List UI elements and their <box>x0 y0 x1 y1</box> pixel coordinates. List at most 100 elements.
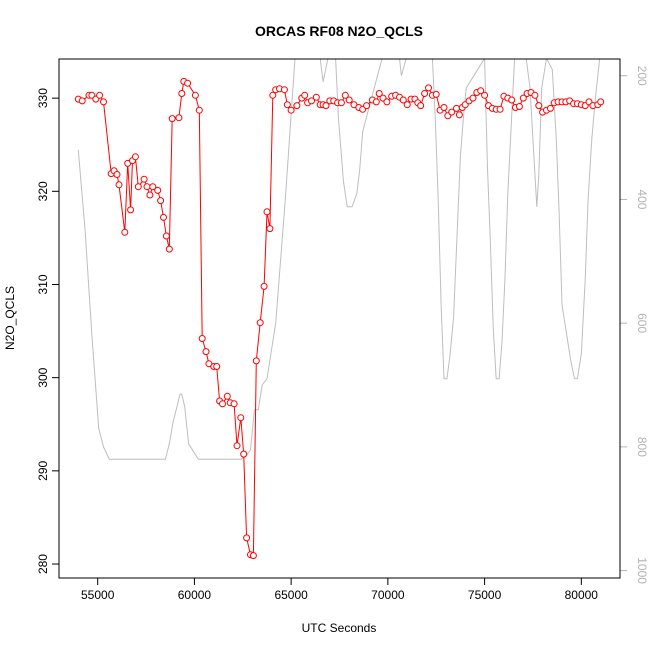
data-point <box>280 86 288 94</box>
data-point <box>283 101 291 109</box>
y2-tick-label: 800 <box>635 437 649 457</box>
data-point <box>178 90 186 97</box>
data-point <box>121 228 129 236</box>
primary-series-layer <box>74 77 605 560</box>
data-point <box>399 96 407 104</box>
data-point <box>266 225 274 233</box>
data-point <box>417 102 425 110</box>
data-point <box>240 450 248 458</box>
data-point <box>157 197 165 205</box>
data-point <box>223 392 231 400</box>
data-point <box>546 104 554 112</box>
data-point <box>100 98 107 106</box>
data-point <box>535 102 543 110</box>
data-point <box>287 106 295 114</box>
x-tick-label: 70000 <box>371 588 405 602</box>
y-tick-label: 290 <box>36 461 50 481</box>
data-point <box>146 191 154 199</box>
data-point <box>469 94 477 102</box>
x-tick-label: 75000 <box>468 588 502 602</box>
data-point <box>168 115 176 123</box>
data-point <box>597 98 605 106</box>
data-point <box>269 91 277 99</box>
data-point <box>341 91 349 99</box>
data-point <box>383 98 391 106</box>
data-point <box>219 400 226 408</box>
data-point <box>312 93 320 101</box>
y-tick-label: 300 <box>36 367 50 387</box>
data-point <box>113 171 121 178</box>
data-point <box>496 105 504 113</box>
y2-tick-label: 200 <box>635 66 649 86</box>
data-point <box>249 552 257 560</box>
data-point <box>230 400 238 408</box>
data-point <box>455 111 463 119</box>
data-point <box>78 97 86 105</box>
y2-tick-label: 1000 <box>635 557 649 584</box>
data-point <box>198 335 206 342</box>
data-point <box>252 357 260 365</box>
data-point <box>154 186 162 194</box>
y-tick-label: 330 <box>36 88 50 108</box>
x-tick-label: 55000 <box>81 588 115 602</box>
data-point <box>301 91 309 99</box>
data-point <box>260 282 268 290</box>
data-point <box>263 208 271 216</box>
y-axis-label: N2O_QCLS <box>3 286 17 350</box>
data-point <box>162 232 170 240</box>
data-point <box>363 102 371 110</box>
y-tick-label: 310 <box>36 274 50 294</box>
data-point <box>440 104 448 111</box>
data-point <box>375 90 383 97</box>
data-point <box>195 106 203 114</box>
data-point <box>256 319 264 327</box>
data-point <box>165 245 173 253</box>
data-point <box>322 102 330 110</box>
data-point <box>140 175 148 183</box>
data-point <box>149 183 157 191</box>
plot-frame <box>58 58 621 579</box>
data-point <box>453 104 460 112</box>
x-tick-label: 60000 <box>178 588 212 602</box>
data-point <box>191 91 199 99</box>
secondary-series-line <box>77 59 601 460</box>
data-point <box>481 91 489 99</box>
data-point <box>134 183 142 191</box>
data-point <box>421 90 429 97</box>
data-point <box>96 91 104 99</box>
data-point <box>531 91 539 99</box>
data-point <box>345 96 353 104</box>
data-point <box>308 97 315 105</box>
y2-tick-label: 600 <box>635 313 649 333</box>
data-point <box>143 183 151 191</box>
x-axis-label: UTC Seconds <box>302 621 377 635</box>
data-point <box>403 101 411 109</box>
data-point <box>293 102 301 110</box>
data-point <box>432 90 440 98</box>
data-point <box>477 87 485 95</box>
x-tick-label: 65000 <box>274 588 308 602</box>
data-point <box>508 96 516 104</box>
data-point <box>213 363 221 370</box>
data-point <box>131 153 139 161</box>
data-point <box>515 103 523 110</box>
data-point <box>519 94 527 102</box>
data-point <box>237 414 245 422</box>
data-point <box>160 213 167 221</box>
data-point <box>184 79 192 87</box>
data-point <box>425 84 432 92</box>
x-tick-label: 80000 <box>565 588 599 602</box>
y-tick-label: 320 <box>36 181 50 201</box>
data-point <box>448 108 456 116</box>
data-point <box>175 114 183 122</box>
data-point <box>115 181 123 189</box>
data-point <box>372 98 380 106</box>
y-tick-label: 280 <box>36 554 50 574</box>
chart-title: ORCAS RF08 N2O_QCLS <box>255 23 423 39</box>
data-point <box>337 99 345 107</box>
data-point <box>127 206 135 214</box>
y2-tick-label: 400 <box>635 189 649 209</box>
data-point <box>233 442 241 450</box>
data-point <box>202 348 210 356</box>
